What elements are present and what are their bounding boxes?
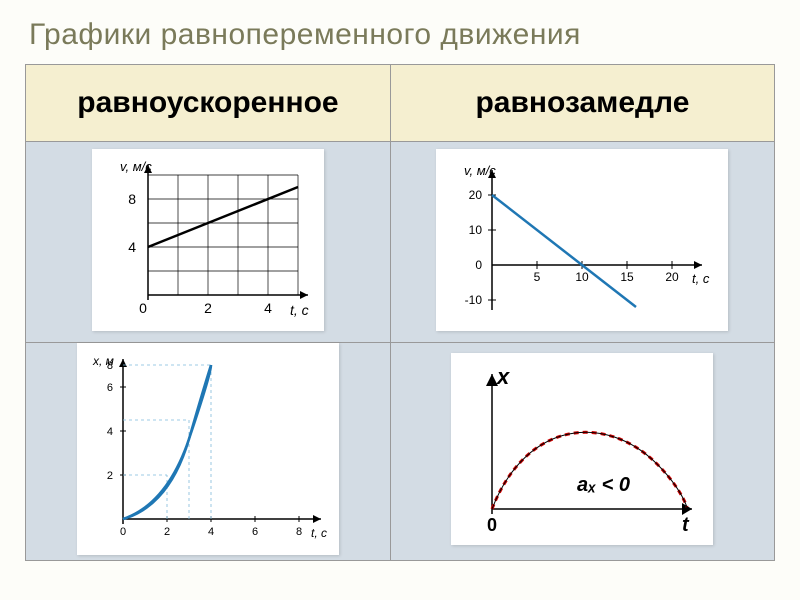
- position-accelerated-chart: x, м t, с 2 4 6 8 0 2 4 6 8: [77, 343, 339, 555]
- chart3-y6: 6: [107, 382, 113, 394]
- chart2-y20: 20: [469, 188, 483, 202]
- chart1-y8: 8: [128, 191, 136, 207]
- comparison-table: равноускоренное равнозамедле: [25, 64, 775, 561]
- chart3-y8: 8: [107, 360, 113, 372]
- chart1-y4: 4: [128, 239, 136, 255]
- chart3-xlabel: t, с: [311, 526, 327, 540]
- velocity-decelerated-chart: v, м/с t, с 20 10 0 -10 5 10 15 20: [436, 149, 728, 331]
- chart2-yn10: -10: [465, 293, 483, 307]
- chart3-y4: 4: [107, 426, 113, 438]
- chart3-x2: 2: [164, 526, 170, 538]
- chart1-x4: 4: [264, 300, 272, 316]
- chart3-x6: 6: [252, 526, 258, 538]
- chart2-y0: 0: [476, 258, 483, 272]
- chart4-annotation: aₓ < 0: [577, 474, 630, 496]
- chart3-x4: 4: [208, 526, 214, 538]
- chart2-x10: 10: [576, 270, 590, 284]
- chart2-y10: 10: [469, 223, 483, 237]
- chart1-x2: 2: [204, 300, 212, 316]
- page-title: Графики равнопеременного движения: [25, 10, 775, 64]
- chart2-xlabel: t, с: [692, 271, 710, 286]
- position-decelerated-chart: x t 0 aₓ < 0: [451, 353, 713, 545]
- chart3-x8: 8: [296, 526, 302, 538]
- chart2-x20: 20: [666, 270, 680, 284]
- svg-text:0: 0: [487, 515, 497, 535]
- header-left: равноускоренное: [26, 65, 391, 142]
- chart2-ylabel: v, м/с: [464, 163, 496, 178]
- chart2-x5: 5: [534, 270, 541, 284]
- header-right: равнозамедле: [390, 65, 774, 142]
- svg-text:0: 0: [120, 526, 126, 538]
- chart4-xlabel: t: [682, 514, 690, 536]
- chart1-xlabel: t, с: [290, 302, 309, 318]
- chart2-x15: 15: [621, 270, 635, 284]
- chart1-x0: 0: [139, 300, 147, 316]
- chart1-ylabel: v, м/с: [120, 159, 152, 174]
- velocity-accelerated-chart: v, м/с t, с 0 2 4 4 8: [92, 149, 324, 331]
- chart3-y2: 2: [107, 470, 113, 482]
- chart4-ylabel: x: [496, 364, 510, 389]
